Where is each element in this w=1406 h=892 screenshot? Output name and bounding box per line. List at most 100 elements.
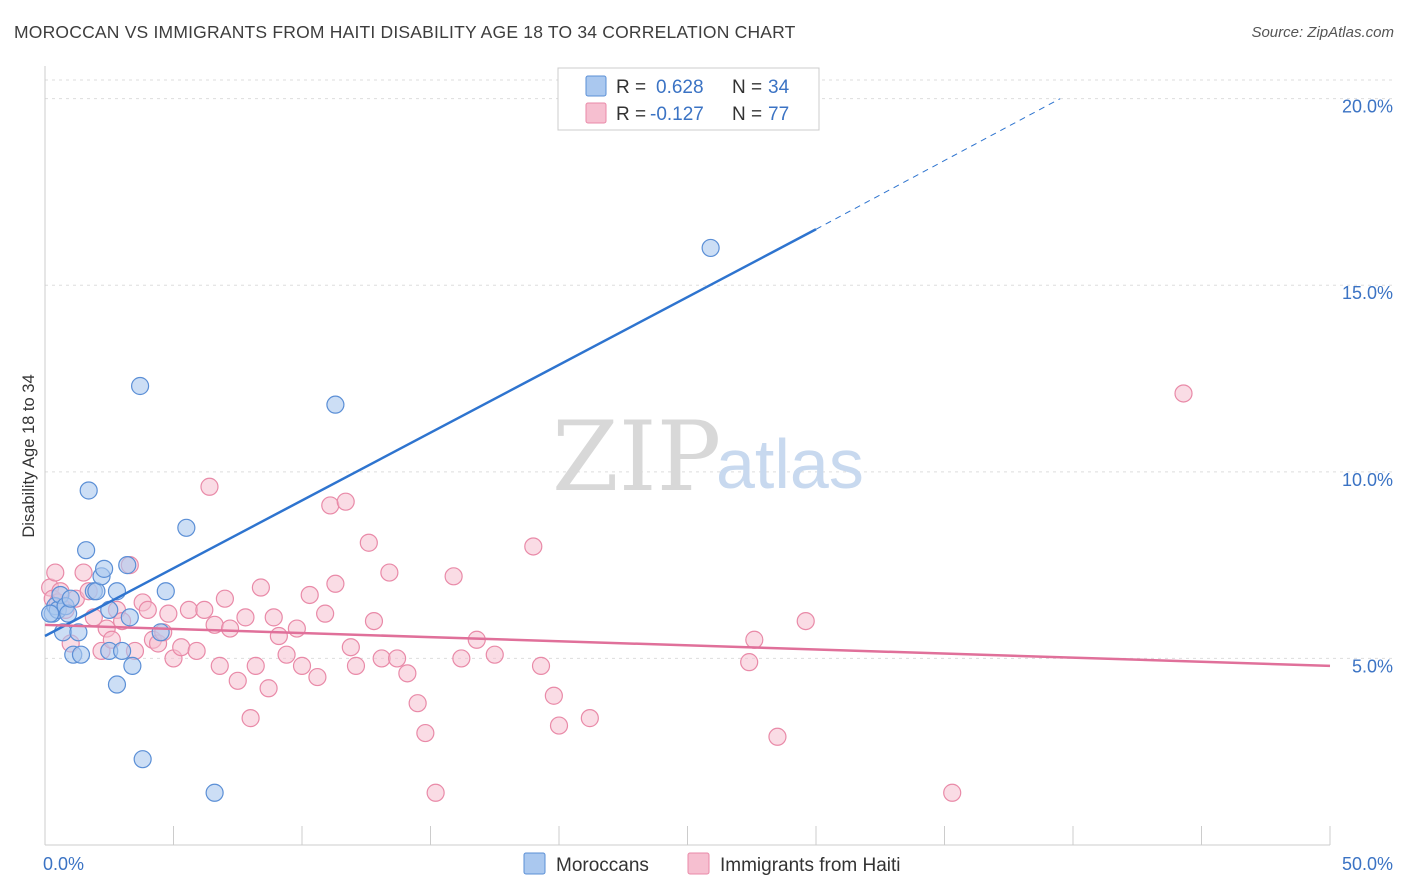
grid-lines <box>45 79 1395 659</box>
haiti-point <box>364 611 384 631</box>
moroccan-point <box>61 589 80 608</box>
haiti-point <box>943 783 962 802</box>
haiti-point <box>380 563 399 582</box>
haiti-point <box>292 656 312 675</box>
haiti-point <box>544 686 563 705</box>
moroccan-point <box>69 623 88 642</box>
haiti-point <box>321 496 340 515</box>
source-credit: Source: ZipAtlas.com <box>1251 24 1394 41</box>
haiti-point <box>316 604 335 623</box>
moroccan-point <box>123 656 142 675</box>
haiti-point <box>740 653 759 672</box>
haiti-point <box>187 641 206 661</box>
legend-r-label-2: R = <box>616 104 646 125</box>
legend-r-label-1: R = <box>616 77 646 98</box>
haiti-point <box>236 608 255 627</box>
y-tick-label: 10.0% <box>1342 470 1393 490</box>
x-tick-label: 0.0% <box>43 854 84 874</box>
haiti-point <box>426 783 445 802</box>
haiti-point <box>228 671 247 690</box>
moroccan-point <box>133 750 152 769</box>
moroccan-point <box>205 783 224 802</box>
haiti-point <box>74 563 93 582</box>
haiti-point <box>246 656 265 675</box>
moroccan-point <box>130 376 150 396</box>
legend-n-label-2: N = <box>732 104 762 125</box>
haiti-point <box>46 563 65 582</box>
haiti-point <box>241 709 260 728</box>
watermark-atlas: atlas <box>716 425 864 503</box>
haiti-point <box>251 578 270 597</box>
haiti-point <box>387 649 407 668</box>
haiti-point <box>195 600 214 620</box>
haiti-point <box>398 664 417 683</box>
haiti-point <box>745 630 764 649</box>
series-label-haiti: Immigrants from Haiti <box>720 855 901 876</box>
moroccan-point <box>41 604 60 623</box>
moroccan-trend-line <box>44 228 817 638</box>
moroccan-point <box>112 641 132 661</box>
moroccan-point <box>107 675 127 694</box>
x-tick-labels: 0.0% 50.0% <box>43 854 1393 874</box>
haiti-point <box>485 645 504 664</box>
legend-r-value-2: -0.127 <box>650 104 704 125</box>
series-label-moroccans: Moroccans <box>556 855 649 876</box>
haiti-point <box>408 694 427 713</box>
moroccan-point <box>118 556 137 575</box>
moroccan-point <box>79 481 98 500</box>
y-tick-label: 15.0% <box>1342 283 1393 303</box>
series-swatch-moroccans <box>523 852 546 875</box>
legend-swatch-moroccans <box>585 75 607 97</box>
x-tick-label: 50.0% <box>1342 854 1393 874</box>
haiti-point <box>549 716 569 735</box>
moroccan-point <box>151 623 170 642</box>
haiti-point <box>179 600 199 620</box>
moroccan-point <box>77 541 96 560</box>
haiti-point <box>277 645 296 664</box>
haiti-point <box>416 723 435 743</box>
haiti-point <box>336 492 355 511</box>
moroccan-point <box>71 645 91 664</box>
haiti-point <box>259 679 278 698</box>
haiti-point <box>159 604 178 623</box>
haiti-point <box>308 667 327 687</box>
haiti-point <box>359 533 378 552</box>
haiti-point <box>326 574 345 593</box>
legend-n-value-1: 34 <box>768 77 790 98</box>
y-axis-label: Disability Age 18 to 34 <box>20 374 38 537</box>
haiti-trend-line <box>44 623 1331 668</box>
haiti-point <box>287 619 306 638</box>
haiti-point <box>172 638 191 657</box>
axes <box>44 66 1331 846</box>
legend-n-label-1: N = <box>732 77 762 98</box>
haiti-point <box>138 600 157 620</box>
chart-title: MOROCCAN VS IMMIGRANTS FROM HAITI DISABI… <box>14 22 796 42</box>
y-tick-label: 20.0% <box>1342 97 1393 117</box>
legend-swatch-haiti <box>585 102 607 124</box>
haiti-point <box>768 727 787 746</box>
legend-n-value-2: 77 <box>768 104 789 125</box>
watermark-zip: ZIP <box>552 401 721 513</box>
y-tick-label: 5.0% <box>1352 656 1393 676</box>
haiti-point <box>341 638 360 657</box>
haiti-point <box>452 649 471 668</box>
haiti-point <box>210 656 229 675</box>
haiti-point <box>580 709 599 728</box>
moroccan-point <box>701 238 720 258</box>
haiti-point <box>215 589 234 608</box>
moroccan-points <box>41 238 720 802</box>
series-swatch-haiti <box>687 852 710 875</box>
haiti-point <box>531 656 551 675</box>
legend-r-value-1: 0.628 <box>656 77 704 98</box>
series-legend: Moroccans Immigrants from Haiti <box>523 852 901 876</box>
correlation-legend: R = 0.628 N = 34 R = -0.127 N = 77 <box>557 67 820 131</box>
y-tick-labels: 5.0% 10.0% 15.0% 20.0% <box>1342 97 1393 677</box>
moroccan-point <box>95 559 114 578</box>
haiti-point <box>444 567 463 586</box>
haiti-point <box>264 608 283 627</box>
moroccan-point <box>156 582 175 601</box>
moroccan-point <box>326 395 345 414</box>
moroccan-point <box>120 608 139 627</box>
haiti-point <box>372 649 391 668</box>
